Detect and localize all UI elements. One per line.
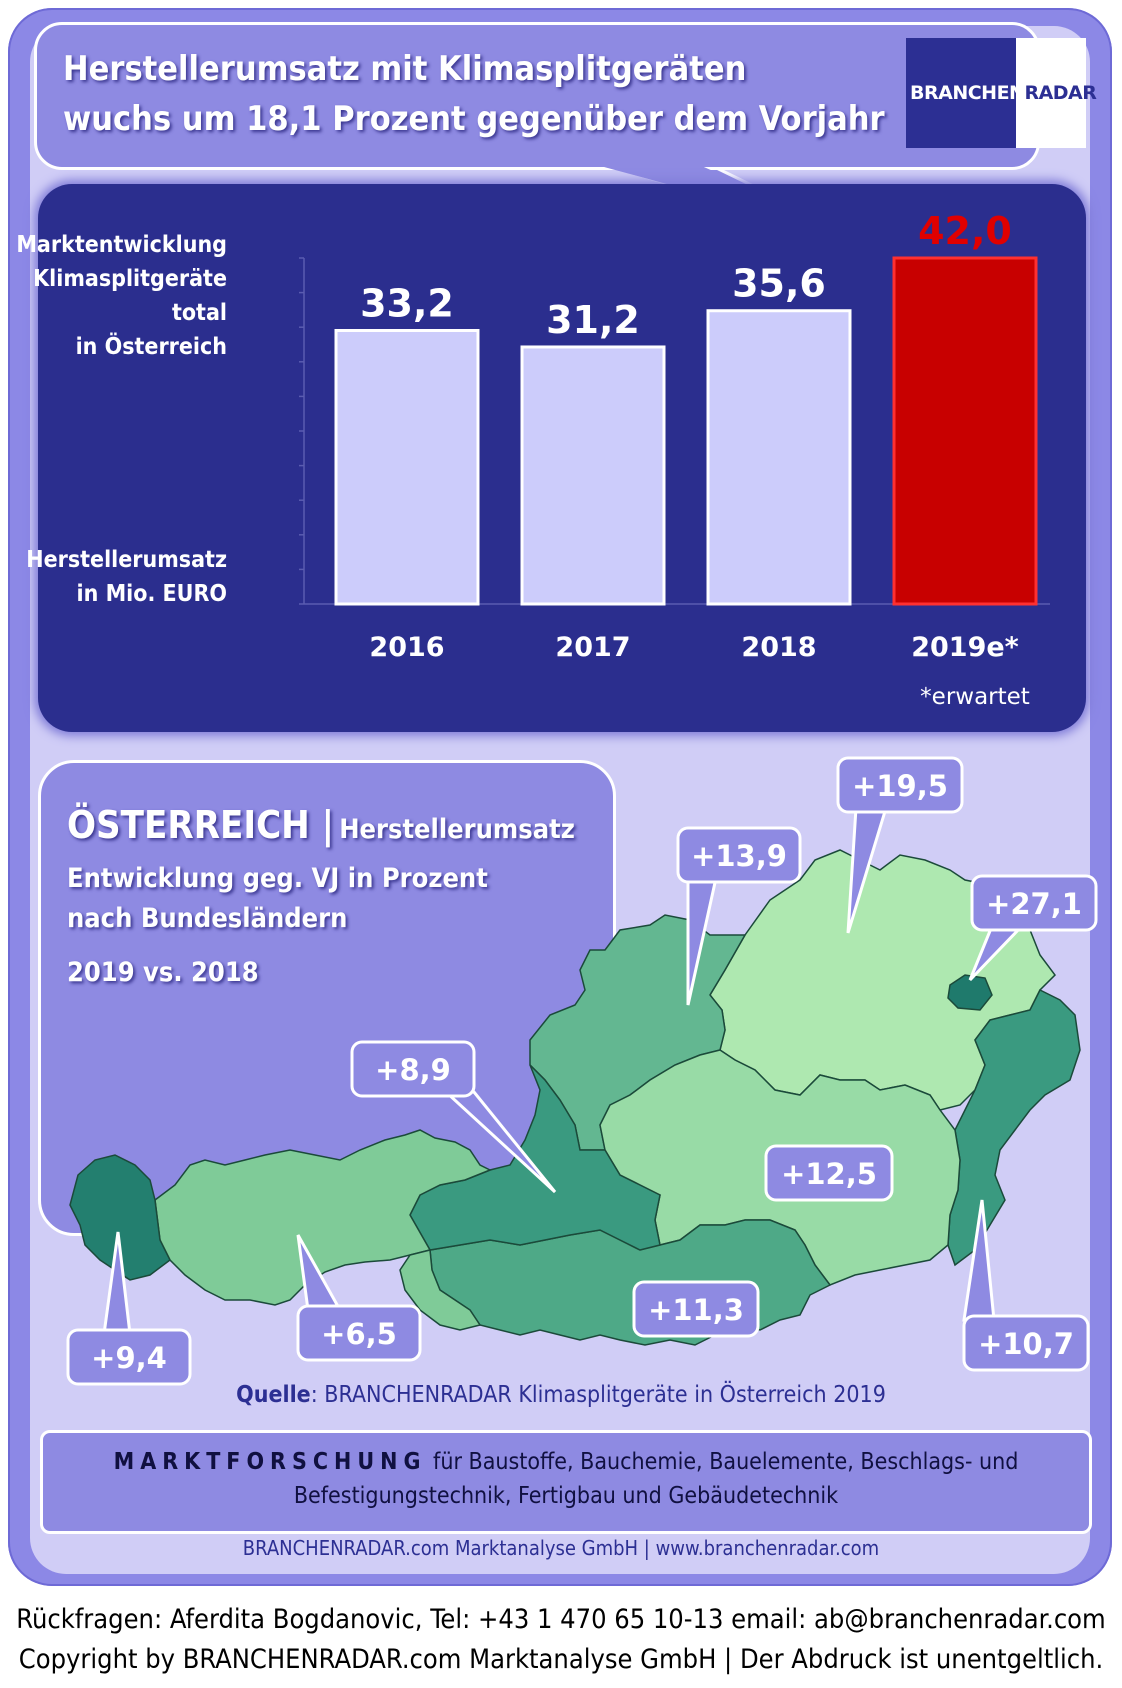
callout-value-wien: +27,1 <box>986 887 1082 921</box>
firm-line: BRANCHENRADAR.com Marktanalyse GmbH | ww… <box>242 1536 880 1560</box>
bar-value-label: 42,0 <box>918 209 1012 253</box>
callout-pointer-burgenland <box>962 1199 996 1322</box>
callout-pointer-oberoesterreich <box>686 876 718 1006</box>
headline-bubble: Herstellerumsatz mit Klimasplitgeräten w… <box>34 22 1040 170</box>
callout-box-burgenland <box>962 1314 1090 1372</box>
x-tick-label: 2019e* <box>911 632 1019 663</box>
copyright-line: Copyright by BRANCHENRADAR.com Marktanal… <box>18 1644 1104 1675</box>
bar-value-label: 33,2 <box>360 281 454 325</box>
chart-title-line-4: in Österreich <box>75 334 227 360</box>
bar-2019e <box>892 256 1038 606</box>
bar-value-label: 31,2 <box>546 298 640 342</box>
marktforschung-label: MARKTFORSCHUNG <box>113 1449 427 1475</box>
callout-box-steiermark <box>764 1144 894 1202</box>
logo-text: BRANCHENRADAR <box>910 82 1097 104</box>
map-subtitle-1: Entwicklung geg. VJ in Prozent <box>67 863 488 894</box>
bar-2017 <box>520 345 666 606</box>
branchenradar-logo: BRANCHENRADAR <box>906 38 1097 148</box>
callout-value-niederoesterreich: +19,5 <box>852 769 948 803</box>
callout-pointer-tirol <box>296 1234 343 1312</box>
headline-line-1: Herstellerumsatz mit Klimasplitgeräten <box>63 49 747 89</box>
callout-value-steiermark: +12,5 <box>781 1157 877 1191</box>
x-tick-label: 2016 <box>369 632 444 663</box>
region-osttirol <box>399 1249 482 1331</box>
region-wien <box>947 974 993 1011</box>
marktforschung-text-2: Befestigungstechnik, Fertigbau und Gebäu… <box>293 1483 839 1509</box>
region-salzburg <box>409 1064 661 1251</box>
contact-line: Rückfragen: Aferdita Bogdanovic, Tel: +4… <box>16 1604 1106 1635</box>
region-vorarlberg <box>69 1154 171 1281</box>
callout-value-salzburg: +8,9 <box>375 1053 451 1087</box>
callout-box-salzburg <box>350 1040 476 1098</box>
map-subtitle-2: nach Bundesländern <box>67 903 348 934</box>
chart-title-line-2: Klimasplitgeräte <box>33 266 227 292</box>
headline-line-2: wuchs um 18,1 Prozent gegenüber dem Vorj… <box>63 99 885 139</box>
marktforschung-text-1: für Baustoffe, Bauchemie, Bauelemente, B… <box>426 1449 1019 1475</box>
chart-title-line-1: Marktentwicklung <box>16 232 227 258</box>
callout-pointer-vorarlberg <box>102 1231 132 1336</box>
logo-box <box>906 38 1016 148</box>
region-burgenland <box>947 988 1081 1267</box>
footnote-erwartet: *erwartet <box>920 684 1030 710</box>
map-title-sub: Herstellerumsatz <box>339 814 575 845</box>
chart-title-line-3: total <box>171 300 227 326</box>
source-line: Quelle: BRANCHENRADAR Klimasplitgeräte i… <box>0 1382 1122 1408</box>
bar-chart: 33,2 2016 31,2 2017 35,6 2018 42,0 2019e* *erwar… <box>299 209 1050 710</box>
callout-value-burgenland: +10,7 <box>978 1327 1074 1361</box>
callout-pointer-wien <box>968 924 1026 982</box>
source-text: : BRANCHENRADAR Klimasplitgeräte in Öste… <box>310 1382 886 1408</box>
callout-pointer-salzburg <box>442 1090 557 1194</box>
austria-map <box>69 849 1081 1346</box>
callout-pointer-niederoesterreich <box>846 806 889 934</box>
callout-box-wien <box>970 874 1098 932</box>
bar-value-label: 35,6 <box>732 262 826 306</box>
y-axis-label-line-2: in Mio. EURO <box>76 581 227 607</box>
map-title: ÖSTERREICH | Herstellerumsatz <box>67 803 575 847</box>
callout-value-oberoesterreich: +13,9 <box>691 839 787 873</box>
callout-box-oberoesterreich <box>676 826 802 884</box>
callout-box-tirol <box>296 1304 422 1362</box>
map-period: 2019 vs. 2018 <box>67 957 259 988</box>
y-axis-label-line-1: Herstellerumsatz <box>26 547 227 573</box>
callout-value-tirol: +6,5 <box>321 1317 397 1351</box>
marktforschung-box: MARKTFORSCHUNG für Baustoffe, Bauchemie,… <box>40 1430 1092 1534</box>
map-title-main: ÖSTERREICH | <box>67 803 335 847</box>
callout-value-kaernten: +11,3 <box>648 1293 744 1327</box>
x-tick-label: 2018 <box>741 632 816 663</box>
x-tick-label: 2017 <box>555 632 630 663</box>
region-tirol <box>154 1129 492 1306</box>
source-label: Quelle <box>236 1382 311 1408</box>
callout-box-niederoesterreich <box>836 756 964 814</box>
callout-box-kaernten <box>632 1280 760 1338</box>
map-callouts: +9,4 +6,5 +8,9 +13,9 +19,5 +27,1 +12,5 +11,3 +10… <box>66 756 1098 1386</box>
bar-2018 <box>706 309 852 606</box>
callout-box-vorarlberg <box>66 1328 192 1386</box>
callout-value-vorarlberg: +9,4 <box>91 1341 167 1375</box>
bar-2016 <box>334 328 480 606</box>
